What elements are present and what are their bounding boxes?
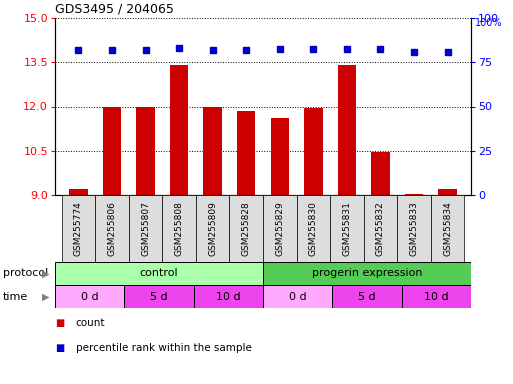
Text: ■: ■ <box>55 318 64 328</box>
Bar <box>129 195 162 262</box>
Text: GSM255806: GSM255806 <box>108 201 116 256</box>
Bar <box>237 111 255 195</box>
Text: percentile rank within the sample: percentile rank within the sample <box>75 343 251 353</box>
Bar <box>162 195 196 262</box>
Text: ▶: ▶ <box>43 291 50 301</box>
Text: 10 d: 10 d <box>216 291 241 301</box>
Bar <box>196 195 229 262</box>
Bar <box>55 262 263 285</box>
Bar <box>95 195 129 262</box>
Bar <box>438 189 457 195</box>
Text: 5 d: 5 d <box>150 291 168 301</box>
Bar <box>402 285 471 308</box>
Text: ▶: ▶ <box>43 268 50 278</box>
Text: 5 d: 5 d <box>358 291 376 301</box>
Bar <box>431 195 464 262</box>
Bar <box>371 152 390 195</box>
Bar <box>194 285 263 308</box>
Text: GSM255807: GSM255807 <box>141 201 150 256</box>
Bar <box>62 195 95 262</box>
Bar <box>338 65 356 195</box>
Text: GSM255832: GSM255832 <box>376 201 385 256</box>
Bar <box>263 285 332 308</box>
Bar <box>330 195 364 262</box>
Text: protocol: protocol <box>3 268 48 278</box>
Bar <box>229 195 263 262</box>
Bar <box>136 106 155 195</box>
Text: GDS3495 / 204065: GDS3495 / 204065 <box>55 2 174 15</box>
Bar <box>270 118 289 195</box>
Bar <box>364 195 397 262</box>
Text: control: control <box>140 268 179 278</box>
Text: GSM255774: GSM255774 <box>74 201 83 256</box>
Text: ■: ■ <box>55 343 64 353</box>
Bar <box>263 195 297 262</box>
Text: GSM255834: GSM255834 <box>443 201 452 256</box>
Bar <box>124 285 194 308</box>
Text: 10 d: 10 d <box>424 291 449 301</box>
Text: GSM255831: GSM255831 <box>342 201 351 256</box>
Bar <box>332 285 402 308</box>
Text: GSM255809: GSM255809 <box>208 201 217 256</box>
Bar <box>304 108 323 195</box>
Bar <box>397 195 431 262</box>
Text: GSM255830: GSM255830 <box>309 201 318 256</box>
Text: GSM255829: GSM255829 <box>275 201 284 256</box>
Text: 100%: 100% <box>475 18 503 28</box>
Text: 0 d: 0 d <box>289 291 306 301</box>
Text: GSM255808: GSM255808 <box>174 201 184 256</box>
Text: count: count <box>75 318 105 328</box>
Bar <box>297 195 330 262</box>
Bar <box>103 106 121 195</box>
Bar <box>204 106 222 195</box>
Text: progerin expression: progerin expression <box>312 268 422 278</box>
Bar <box>263 262 471 285</box>
Bar <box>69 189 88 195</box>
Bar <box>55 285 124 308</box>
Text: time: time <box>3 291 28 301</box>
Text: GSM255833: GSM255833 <box>409 201 419 256</box>
Bar <box>170 65 188 195</box>
Text: GSM255828: GSM255828 <box>242 201 251 256</box>
Bar <box>405 194 423 195</box>
Text: 0 d: 0 d <box>81 291 98 301</box>
